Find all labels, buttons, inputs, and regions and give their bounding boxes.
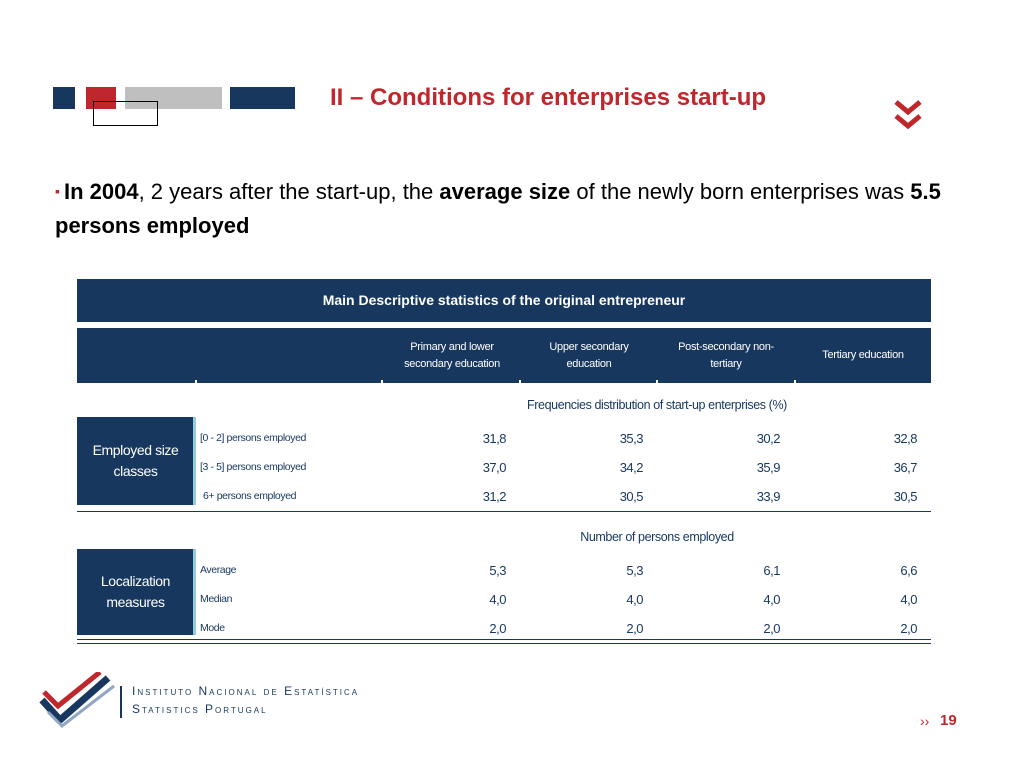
bullet-text-part: of the newly born enterprises was xyxy=(570,179,911,204)
table-cell: 30,2 xyxy=(756,431,781,446)
header-outline-box xyxy=(93,101,158,126)
column-header-post-secondary: Post-secondary non-tertiary xyxy=(678,340,774,370)
table-cell: 4,0 xyxy=(489,592,506,607)
bullet-highlight: average size xyxy=(439,179,571,204)
header-bar-navy xyxy=(230,87,295,109)
column-separator xyxy=(195,380,197,383)
table-cell: 30,5 xyxy=(893,489,918,504)
table-cell: 32,8 xyxy=(893,431,918,446)
table-cell: 6,6 xyxy=(900,563,917,578)
column-separator xyxy=(794,380,796,383)
table-cell: 2,0 xyxy=(626,621,643,636)
table-title: Main Descriptive statistics of the origi… xyxy=(77,279,931,322)
column-header-tertiary: Tertiary education xyxy=(822,349,904,361)
table-bottom-rule xyxy=(77,643,931,644)
table-cell: 4,0 xyxy=(763,592,780,607)
column-separator xyxy=(381,380,383,383)
bullet-statement: ▪ In 2004, 2 years after the start-up, th… xyxy=(55,176,955,241)
table-cell: 4,0 xyxy=(626,592,643,607)
table-cell: 2,0 xyxy=(489,621,506,636)
org-name-english: Statistics Portugal xyxy=(132,702,268,716)
table-cell: 5,3 xyxy=(626,563,643,578)
group-edge xyxy=(193,549,196,635)
footer-divider xyxy=(120,686,122,718)
page-number: 19 xyxy=(940,712,957,729)
bullet-year: In 2004 xyxy=(63,179,139,204)
bullet-result: 5.5 persons employed xyxy=(55,179,941,238)
section-caption-persons: Number of persons employed xyxy=(580,530,734,544)
table-cell: 2,0 xyxy=(900,621,917,636)
table-cell: 37,0 xyxy=(482,460,507,475)
row-label: Average xyxy=(200,564,237,576)
group-edge xyxy=(193,417,196,505)
org-name: Instituto Nacional de Estatística xyxy=(132,684,360,698)
section-divider xyxy=(77,511,931,512)
group-label-employed-size: Employed size classes xyxy=(77,417,194,505)
column-header-primary: Primary and lower secondary education xyxy=(404,340,500,370)
header-bar-grey xyxy=(125,87,222,109)
column-separator xyxy=(656,380,658,383)
page-arrow-icon[interactable]: ›› xyxy=(920,713,930,729)
bullet-text-part: , 2 years after the start-up, the xyxy=(138,179,440,204)
header-square-navy-small xyxy=(53,87,75,109)
table-cell: 31,2 xyxy=(482,489,507,504)
section-caption-frequencies: Frequencies distribution of start-up ent… xyxy=(527,398,787,412)
table-header-bar: Primary and lower secondary education Upp… xyxy=(77,328,931,383)
table-cell: 2,0 xyxy=(763,621,780,636)
double-chevron-down-icon[interactable] xyxy=(893,98,923,132)
table-cell: 35,3 xyxy=(619,431,644,446)
bullet-marker: ▪ xyxy=(55,183,60,199)
row-label: Median xyxy=(200,593,233,605)
row-label: Mode xyxy=(200,622,225,634)
group-label-localization: Localization measures xyxy=(77,549,194,635)
row-label: 6+ persons employed xyxy=(203,490,297,502)
column-header-upper-secondary: Upper secondary education xyxy=(549,340,629,370)
table-cell: 30,5 xyxy=(619,489,644,504)
table-bottom-rule xyxy=(77,639,931,640)
table-cell: 36,7 xyxy=(893,460,918,475)
table-cell: 31,8 xyxy=(482,431,507,446)
row-label: [3 - 5] persons employed xyxy=(200,461,306,473)
ine-checkmark-logo-icon xyxy=(39,672,115,728)
column-separator xyxy=(519,380,521,383)
table-cell: 4,0 xyxy=(900,592,917,607)
page-title: II – Conditions for enterprises start-up xyxy=(330,84,767,111)
table-cell: 33,9 xyxy=(756,489,781,504)
table-cell: 5,3 xyxy=(489,563,506,578)
table-cell: 6,1 xyxy=(763,563,780,578)
table-cell: 34,2 xyxy=(619,460,644,475)
table-cell: 35,9 xyxy=(756,460,781,475)
row-label: [0 - 2] persons employed xyxy=(200,432,306,444)
